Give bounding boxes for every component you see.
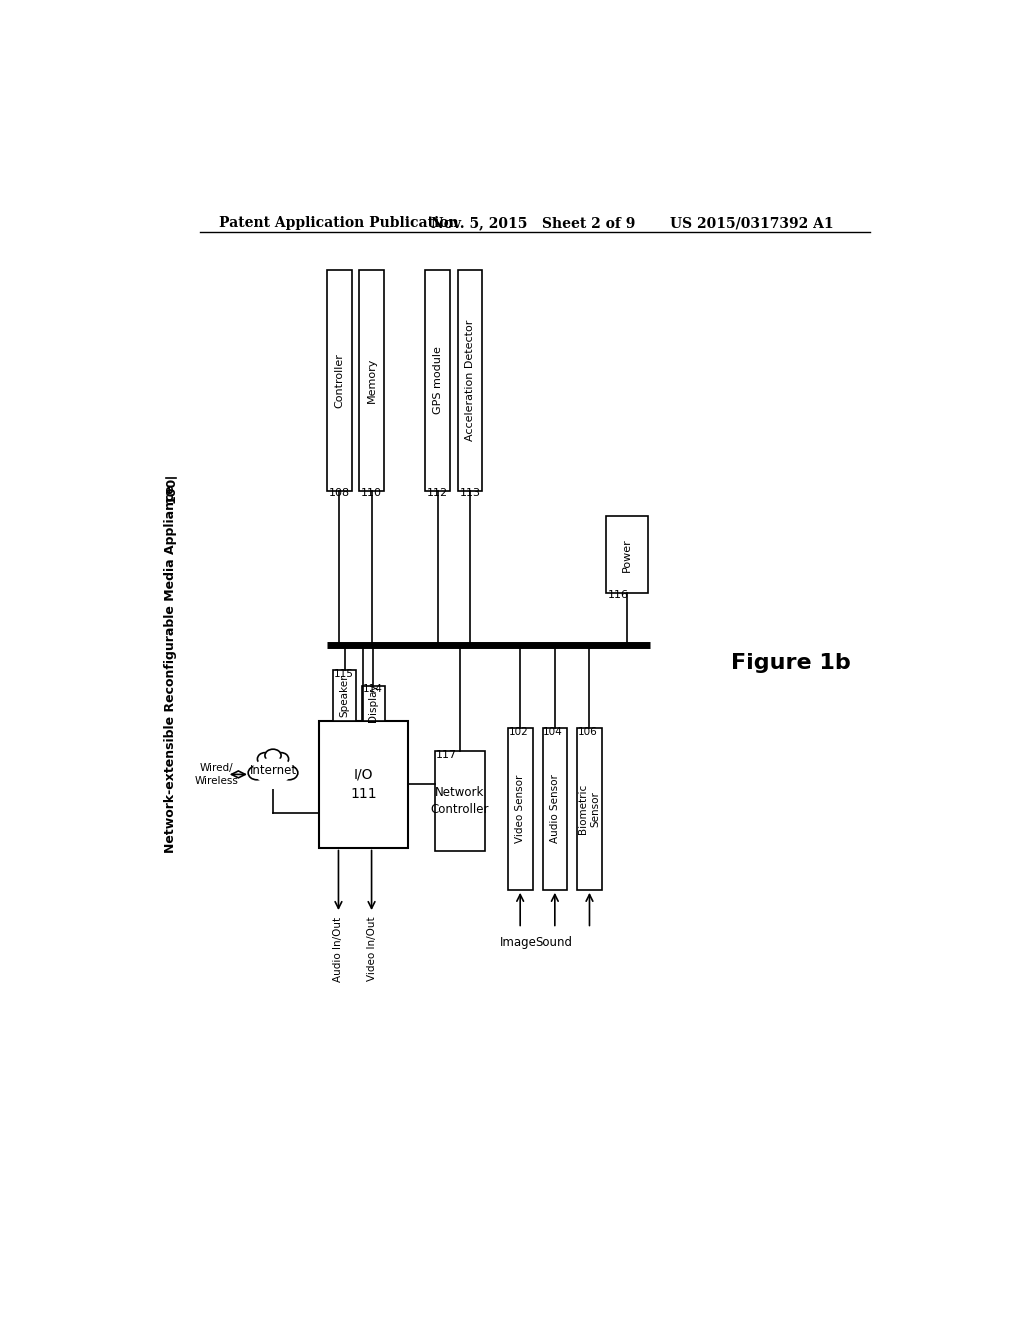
Ellipse shape [265, 750, 282, 762]
Ellipse shape [252, 758, 294, 783]
Bar [361, 686, 385, 721]
Text: Network-extensible Reconfigurable Media Appliance: Network-extensible Reconfigurable Media … [164, 480, 177, 853]
Text: Speaker: Speaker [340, 675, 349, 717]
Bar [606, 516, 648, 594]
Text: Display: Display [368, 684, 378, 722]
Bar [435, 751, 484, 851]
Text: I/O
111: I/O 111 [350, 767, 377, 801]
Text: 106: 106 [578, 726, 598, 737]
Bar [333, 671, 356, 721]
Text: 102: 102 [509, 726, 528, 737]
Text: 113: 113 [460, 488, 480, 498]
Text: 108: 108 [329, 488, 349, 498]
Ellipse shape [281, 766, 298, 780]
Bar [578, 729, 602, 890]
Ellipse shape [257, 752, 272, 766]
Bar [359, 271, 384, 491]
Bar [425, 271, 451, 491]
Text: Video In/Out: Video In/Out [367, 917, 377, 982]
Text: Image: Image [500, 936, 537, 949]
Bar [327, 271, 351, 491]
Text: Nov. 5, 2015   Sheet 2 of 9: Nov. 5, 2015 Sheet 2 of 9 [431, 216, 635, 230]
Text: US 2015/0317392 A1: US 2015/0317392 A1 [670, 216, 834, 230]
Text: Video Sensor: Video Sensor [515, 775, 525, 843]
Text: Figure 1b: Figure 1b [731, 653, 851, 673]
Ellipse shape [273, 752, 289, 766]
Text: Network
Controller: Network Controller [430, 787, 489, 816]
Text: Power: Power [623, 539, 632, 572]
Text: 115: 115 [334, 669, 353, 678]
Text: 104: 104 [544, 726, 563, 737]
Text: Acceleration Detector: Acceleration Detector [465, 319, 475, 441]
Text: Controller: Controller [334, 354, 344, 408]
Bar [458, 271, 482, 491]
Text: 112: 112 [427, 488, 449, 498]
Text: 110: 110 [360, 488, 382, 498]
Text: Sound: Sound [535, 936, 571, 949]
Text: Audio Sensor: Audio Sensor [550, 775, 560, 843]
Text: Wired/
Wireless: Wired/ Wireless [195, 763, 239, 785]
Text: Internet: Internet [250, 764, 297, 777]
Text: Biometric
Sensor: Biometric Sensor [579, 784, 601, 834]
Bar [319, 721, 408, 847]
Ellipse shape [248, 766, 265, 780]
Ellipse shape [248, 752, 298, 789]
Text: Memory: Memory [367, 358, 377, 403]
Text: 114: 114 [362, 684, 382, 694]
Text: Audio In/Out: Audio In/Out [334, 917, 343, 982]
Text: Patent Application Publication: Patent Application Publication [219, 216, 459, 230]
Text: 100: 100 [164, 477, 177, 503]
Bar [543, 729, 567, 890]
Text: 116: 116 [608, 590, 629, 601]
Text: GPS module: GPS module [433, 347, 442, 414]
Ellipse shape [260, 762, 286, 780]
Bar [508, 729, 532, 890]
Text: 117: 117 [435, 750, 457, 760]
